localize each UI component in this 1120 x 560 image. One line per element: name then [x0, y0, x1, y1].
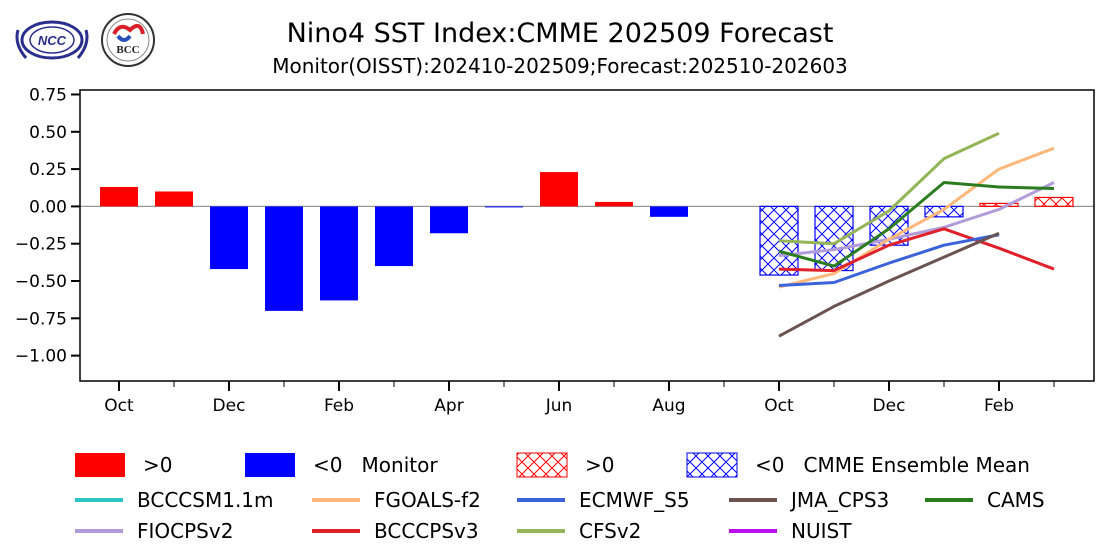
legend-label: FGOALS-f2 [374, 488, 481, 512]
legend-label: CAMS [987, 488, 1045, 512]
x-tick-label: Dec [213, 396, 246, 416]
series-line-jma-cps3 [778, 231, 1000, 338]
plot-area: 0.75 0.50 0.25 0.00 −0.25 −0.50 −0.75 −1.00 Oct D… [15, 85, 1095, 416]
monitor-bar [485, 206, 523, 208]
series-line-cfsv2 [778, 131, 1000, 246]
plot-frame [79, 89, 1095, 382]
series-line-ecmwf-s5 [778, 233, 1000, 287]
legend-swatch [245, 453, 295, 477]
legend-label: >0 [585, 453, 614, 477]
ensemble-bar [924, 205, 964, 218]
y-tick-label: −0.75 [15, 309, 67, 329]
x-tick-label: Oct [104, 396, 134, 416]
legend-label: NUIST [791, 519, 852, 543]
monitor-bar [650, 206, 688, 217]
y-tick-label: 0.25 [29, 160, 67, 180]
ensemble-bar [1034, 196, 1074, 207]
ensemble-bar [979, 202, 1019, 208]
legend-label: ECMWF_S5 [579, 488, 690, 512]
ncc-logo-text: NCC [38, 33, 67, 48]
y-tick-label: 0.50 [29, 123, 67, 143]
monitor-bar [210, 206, 248, 270]
x-tick-label: Feb [984, 396, 1014, 416]
monitor-bar [155, 191, 193, 207]
legend-label: <0 CMME Ensemble Mean [755, 453, 1030, 477]
monitor-bar [375, 206, 413, 267]
chart-title: Nino4 SST Index:CMME 202509 Forecast [287, 18, 834, 49]
bcc-logo: BCC [101, 13, 155, 67]
legend-label: <0 Monitor [313, 453, 438, 477]
y-tick-label: −0.50 [15, 272, 67, 292]
legend-swatch [75, 453, 125, 477]
y-tick-label: 0.75 [29, 85, 67, 105]
legend-swatch [516, 452, 568, 478]
bcc-logo-text: BCC [116, 44, 139, 56]
monitor-bar [320, 206, 358, 301]
legend-label: BCCCSM1.1m [137, 488, 274, 512]
monitor-bar [595, 201, 633, 207]
legend: >0 <0 Monitor >0 <0 CMME Ensemble Mean BCCCS… [75, 452, 1045, 543]
y-tick-label: −1.00 [15, 347, 67, 367]
legend-label: FIOCPSv2 [137, 519, 233, 543]
x-tick-label: Jun [545, 396, 573, 416]
legend-label: >0 [143, 453, 172, 477]
series-line-fiocpsv2 [778, 181, 1055, 258]
monitor-bar [540, 172, 578, 207]
legend-swatch [686, 452, 738, 478]
legend-label: CFSv2 [579, 519, 641, 543]
monitor-bar [430, 206, 468, 234]
series-line-cams [778, 181, 1055, 268]
legend-label: JMA_CPS3 [789, 488, 889, 512]
monitor-bar [265, 206, 303, 311]
x-tick-label: Feb [324, 396, 354, 416]
ncc-logo: NCC [15, 20, 89, 60]
series-line-bcccpsv3 [778, 227, 1055, 273]
x-tick-label: Dec [873, 396, 906, 416]
chart-subtitle: Monitor(OISST):202410-202509;Forecast:20… [272, 54, 848, 78]
legend-label: BCCCPSv3 [374, 519, 479, 543]
y-tick-label: −0.25 [15, 235, 67, 255]
series-line-fgoals-f2 [778, 146, 1055, 289]
monitor-bar [100, 187, 138, 207]
x-tick-label: Apr [434, 396, 463, 416]
x-tick-label: Aug [652, 396, 685, 416]
y-tick-label: 0.00 [29, 197, 67, 217]
x-tick-label: Oct [764, 396, 794, 416]
ensemble-bar [814, 205, 854, 272]
